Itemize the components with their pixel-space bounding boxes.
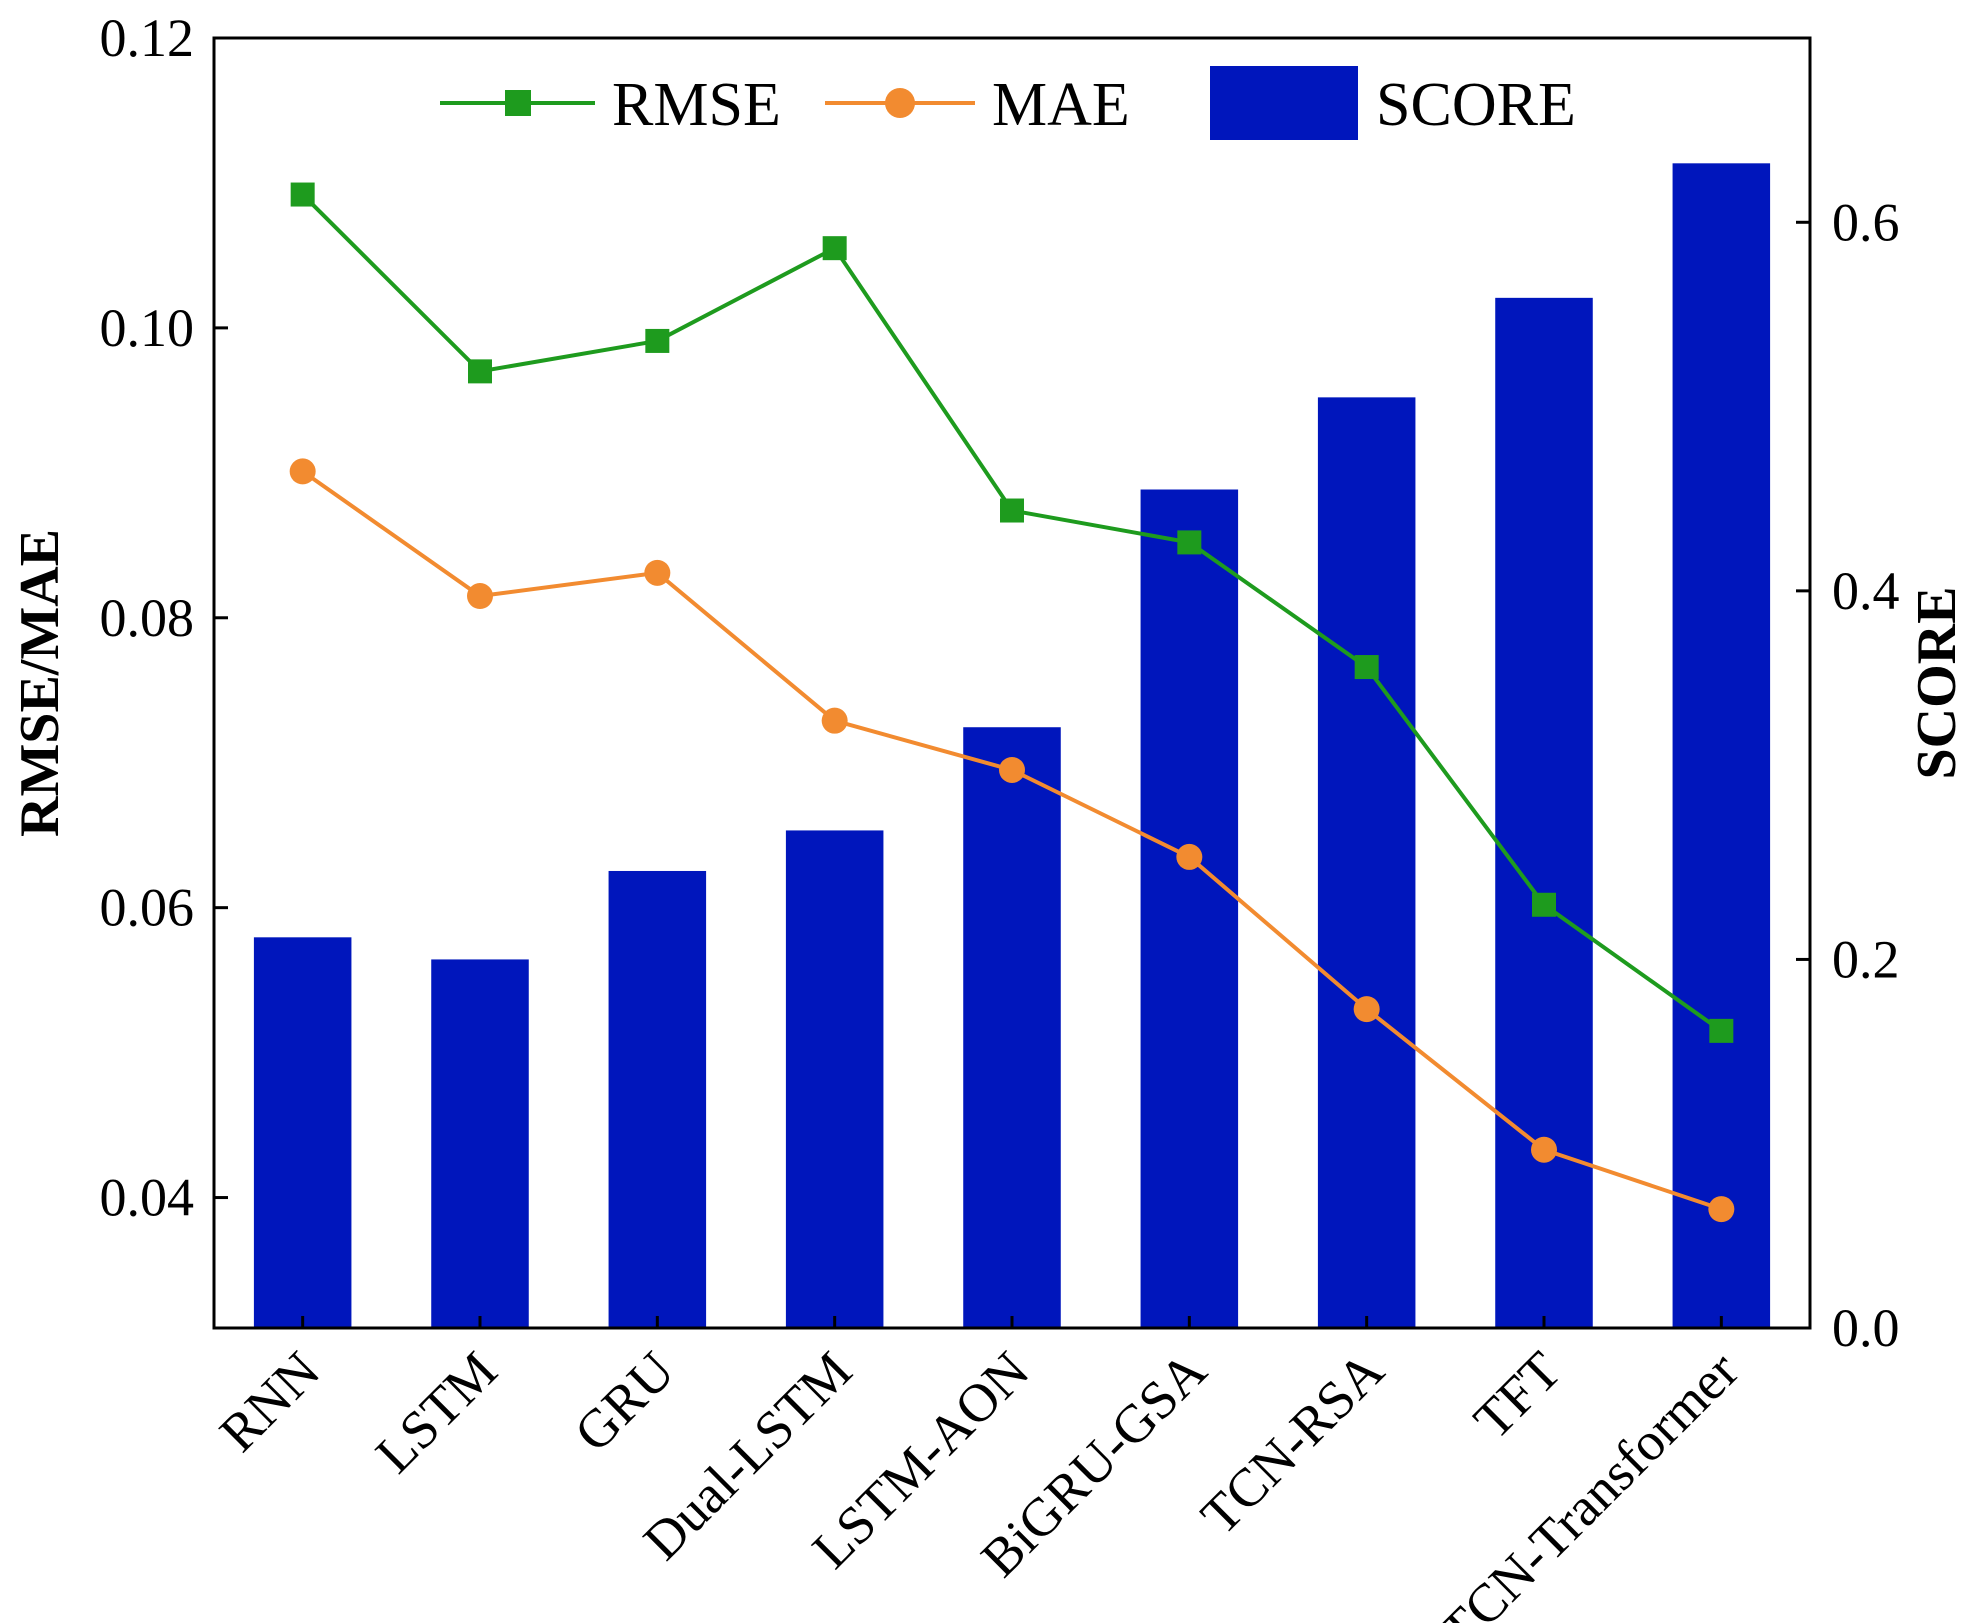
rmse-point xyxy=(822,236,847,261)
score-bar xyxy=(1495,297,1593,1328)
left-tick-label: 0.08 xyxy=(100,588,195,648)
rmse-point xyxy=(1000,498,1024,523)
left-axis-title: RMSE/MAE xyxy=(9,529,71,837)
mae-point xyxy=(1353,996,1380,1023)
x-tick-label: TFT xyxy=(1462,1340,1572,1450)
left-axis: 0.04 0.06 0.08 0.10 0.12 xyxy=(100,8,228,1228)
mae-point xyxy=(821,707,848,734)
rmse-point xyxy=(1354,655,1379,680)
x-tick-label: TCN-Transformer xyxy=(1429,1340,1750,1623)
mae-point xyxy=(467,583,493,610)
score-bar xyxy=(785,830,884,1328)
x-tick-label: GRU xyxy=(563,1340,686,1463)
right-axis-title: SCORE xyxy=(1906,587,1968,780)
right-tick-label: 0.4 xyxy=(1832,561,1900,621)
rmse-point xyxy=(645,328,670,353)
rmse-point xyxy=(1177,530,1202,555)
score-bar xyxy=(431,959,529,1328)
left-tick-label: 0.10 xyxy=(100,298,195,358)
score-bar xyxy=(1317,397,1416,1328)
score-bar xyxy=(253,937,352,1328)
legend-rmse-label: RMSE xyxy=(612,71,781,139)
legend-score-label: SCORE xyxy=(1376,71,1576,139)
x-tick-label: TCN-RSA xyxy=(1189,1340,1395,1546)
left-tick-label: 0.06 xyxy=(100,878,195,938)
mae-point xyxy=(1531,1136,1557,1163)
legend: RMSE MAE SCORE xyxy=(440,66,1576,140)
line-series xyxy=(289,182,1735,1223)
x-tick-label: LSTM xyxy=(364,1340,508,1484)
score-bar xyxy=(963,727,1061,1328)
legend-rmse-marker xyxy=(505,90,531,116)
left-tick-label: 0.12 xyxy=(100,8,195,68)
right-tick-label: 0.0 xyxy=(1832,1298,1900,1358)
score-bar xyxy=(1672,163,1771,1328)
rmse-point xyxy=(1532,892,1556,917)
x-tick-label: RNN xyxy=(208,1340,331,1463)
mae-point xyxy=(289,458,316,485)
rmse-point xyxy=(1709,1018,1734,1043)
x-axis: RNN LSTM GRUDual-LSTMLSTM-AONBiGRU-GSATCN-… xyxy=(208,1316,1750,1623)
right-axis: 0.0 0.2 0.4 0.6 xyxy=(1796,192,1900,1358)
legend-score-swatch xyxy=(1210,66,1358,140)
left-tick-label: 0.04 xyxy=(100,1168,195,1228)
mae-point xyxy=(1176,843,1203,870)
right-tick-label: 0.6 xyxy=(1832,192,1900,252)
rmse-point xyxy=(290,182,315,207)
score-bar xyxy=(608,870,707,1328)
legend-mae-label: MAE xyxy=(992,71,1130,139)
score-bar xyxy=(1140,489,1239,1328)
right-tick-label: 0.2 xyxy=(1832,929,1900,989)
mae-point xyxy=(644,559,671,586)
mae-point xyxy=(1708,1196,1735,1223)
legend-mae-marker xyxy=(885,88,915,118)
rmse-point xyxy=(468,359,492,384)
mae-point xyxy=(999,756,1025,783)
